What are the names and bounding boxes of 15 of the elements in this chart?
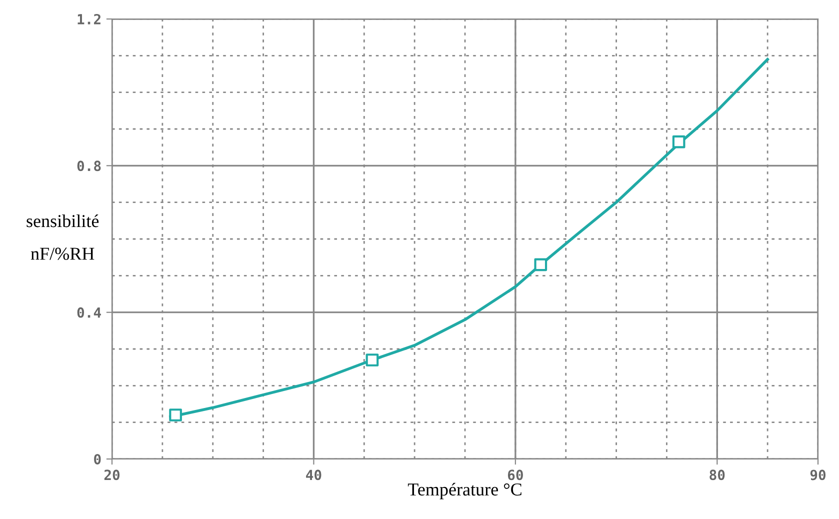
point bbox=[169, 408, 182, 422]
y-tick-label: 0.4 bbox=[77, 307, 101, 318]
point bbox=[534, 258, 548, 272]
x-tick-label: 60 bbox=[508, 470, 523, 480]
point bbox=[366, 354, 379, 366]
point bbox=[672, 135, 686, 148]
x-tick-label: 20 bbox=[104, 470, 120, 480]
x-tick-label: 80 bbox=[710, 470, 725, 480]
y-tick-label: 0.8 bbox=[77, 160, 101, 172]
y-tick-label: 0 bbox=[94, 454, 101, 464]
x-tick-label: 90 bbox=[810, 470, 826, 480]
x-tick-label: 40 bbox=[306, 470, 322, 480]
y-tick-label: 1.2 bbox=[78, 14, 100, 24]
x-axis-title: Température °C bbox=[408, 482, 522, 500]
y-axis-title: sensibilité nF/%RH bbox=[26, 214, 99, 260]
